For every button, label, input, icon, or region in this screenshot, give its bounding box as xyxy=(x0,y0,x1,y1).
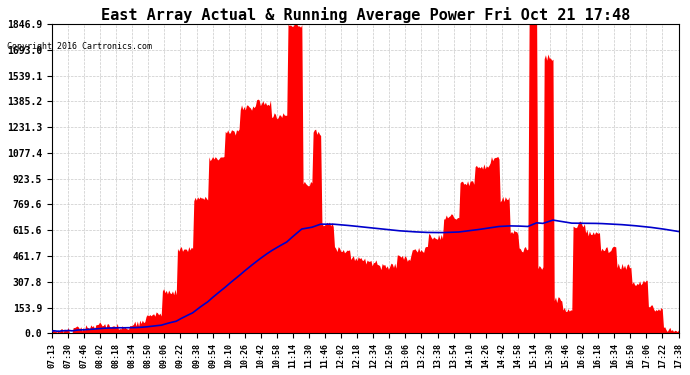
Text: Copyright 2016 Cartronics.com: Copyright 2016 Cartronics.com xyxy=(7,42,152,51)
Title: East Array Actual & Running Average Power Fri Oct 21 17:48: East Array Actual & Running Average Powe… xyxy=(101,7,630,23)
